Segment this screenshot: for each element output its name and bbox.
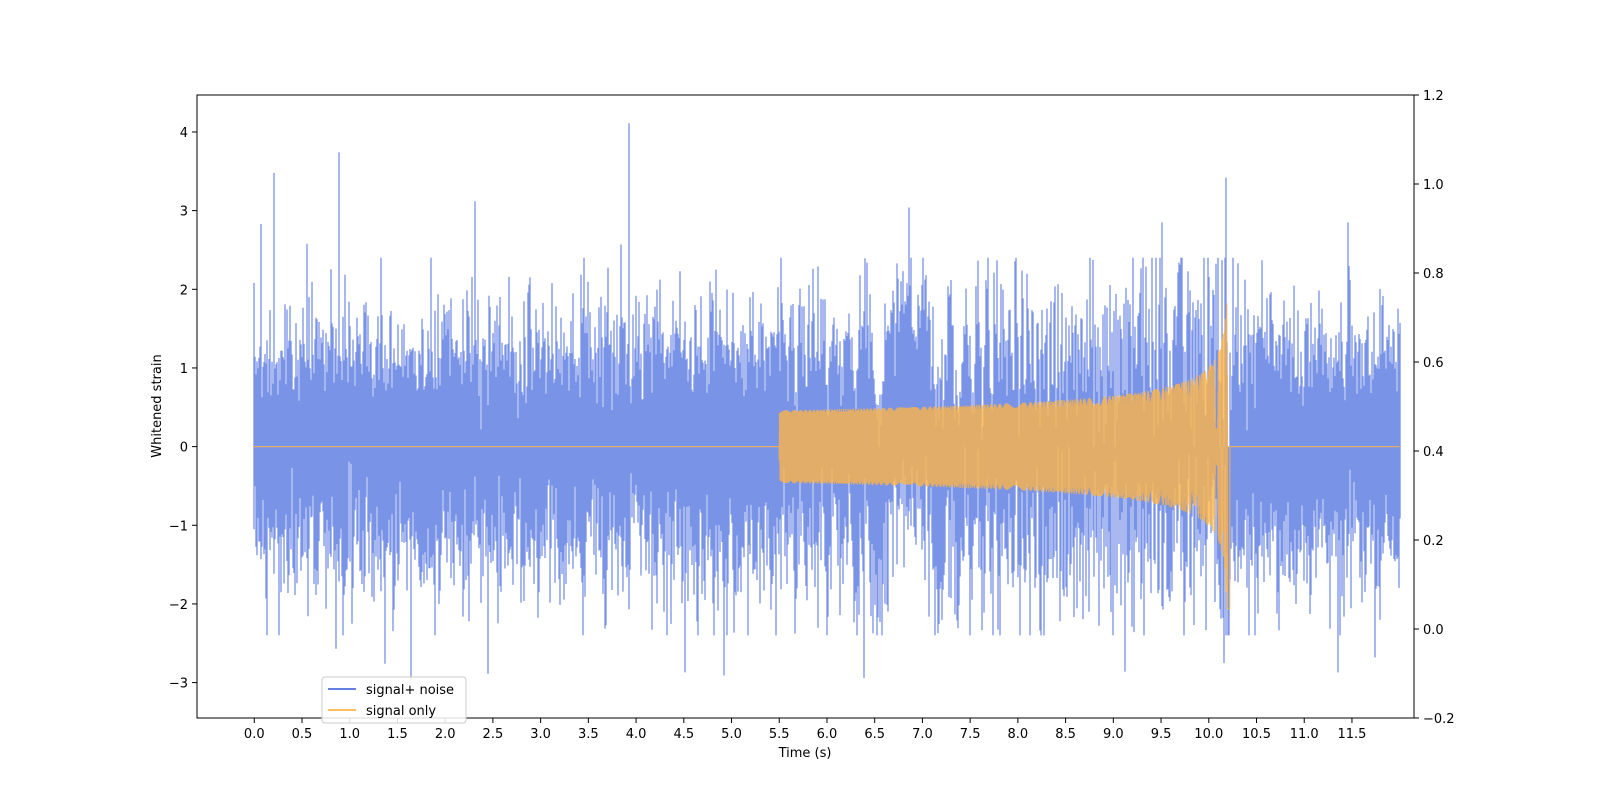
x-tick-label: 6.0 bbox=[817, 727, 838, 742]
x-tick-label: 7.0 bbox=[912, 727, 933, 742]
y-tick-label: 1 bbox=[180, 362, 188, 377]
y-axis-left: −3 −2 −1 0 1 2 3 4 bbox=[169, 126, 197, 692]
y-tick-label: −1 bbox=[169, 519, 188, 534]
y-tick-label: 0 bbox=[180, 441, 188, 456]
x-tick-label: 2.5 bbox=[483, 727, 504, 742]
x-tick-label: 9.5 bbox=[1151, 727, 1172, 742]
legend-label-signal-only: signal only bbox=[366, 704, 436, 719]
x-tick-label: 6.5 bbox=[864, 727, 885, 742]
y-axis-label: Whitened strain bbox=[150, 354, 165, 457]
plot-frame bbox=[196, 94, 1415, 719]
y2-tick-label: 0.6 bbox=[1423, 356, 1444, 371]
x-tick-label: 0.0 bbox=[244, 727, 265, 742]
y2-tick-label: 1.0 bbox=[1423, 178, 1444, 193]
y2-tick-label: −0.2 bbox=[1423, 712, 1455, 727]
x-tick-label: 8.5 bbox=[1055, 727, 1076, 742]
x-tick-label: 10.0 bbox=[1194, 727, 1223, 742]
x-tick-label: 4.0 bbox=[626, 727, 647, 742]
y-tick-label: 2 bbox=[180, 283, 188, 298]
y-tick-label: −2 bbox=[169, 598, 188, 613]
x-tick-label: 5.5 bbox=[769, 727, 790, 742]
x-tick-label: 11.0 bbox=[1290, 727, 1319, 742]
x-tick-label: 0.5 bbox=[292, 727, 313, 742]
x-tick-label: 2.0 bbox=[435, 727, 456, 742]
x-tick-label: 3.0 bbox=[530, 727, 551, 742]
x-tick-label: 1.0 bbox=[339, 727, 360, 742]
legend: signal+ noise signal only bbox=[321, 676, 467, 724]
x-tick-label: 11.5 bbox=[1337, 727, 1366, 742]
series-signal-noise bbox=[253, 123, 1401, 681]
x-tick-label: 3.5 bbox=[578, 727, 599, 742]
y2-tick-label: 0.8 bbox=[1423, 267, 1444, 282]
x-tick-label: 8.0 bbox=[1008, 727, 1029, 742]
legend-frame bbox=[321, 676, 467, 724]
plot-area bbox=[252, 123, 1401, 681]
x-axis: 0.0 0.5 1.0 1.5 2.0 2.5 3.0 3.5 4.0 4.5 5.0 5.5 6.0 6… bbox=[244, 718, 1366, 742]
x-tick-label: 4.5 bbox=[673, 727, 694, 742]
x-tick-label: 1.5 bbox=[387, 727, 408, 742]
y-axis-right: −0.2 0.0 0.2 0.4 0.6 0.8 1.0 1.2 bbox=[1414, 89, 1455, 727]
series-layer bbox=[252, 123, 1401, 681]
x-tick-label: 9.0 bbox=[1103, 727, 1124, 742]
y-tick-label: 3 bbox=[180, 205, 188, 220]
y2-tick-label: 1.2 bbox=[1423, 89, 1444, 104]
y2-tick-label: 0.4 bbox=[1423, 445, 1444, 460]
y-tick-label: −3 bbox=[169, 677, 188, 692]
x-tick-label: 5.0 bbox=[721, 727, 742, 742]
x-axis-label: Time (s) bbox=[778, 746, 832, 761]
y2-tick-label: 0.2 bbox=[1423, 534, 1444, 549]
y-tick-label: 4 bbox=[180, 126, 188, 141]
x-tick-label: 7.5 bbox=[960, 727, 981, 742]
y2-tick-label: 0.0 bbox=[1423, 623, 1444, 638]
legend-label-signal-noise: signal+ noise bbox=[366, 683, 454, 698]
x-tick-label: 10.5 bbox=[1242, 727, 1271, 742]
series-signal-only bbox=[252, 303, 1400, 610]
